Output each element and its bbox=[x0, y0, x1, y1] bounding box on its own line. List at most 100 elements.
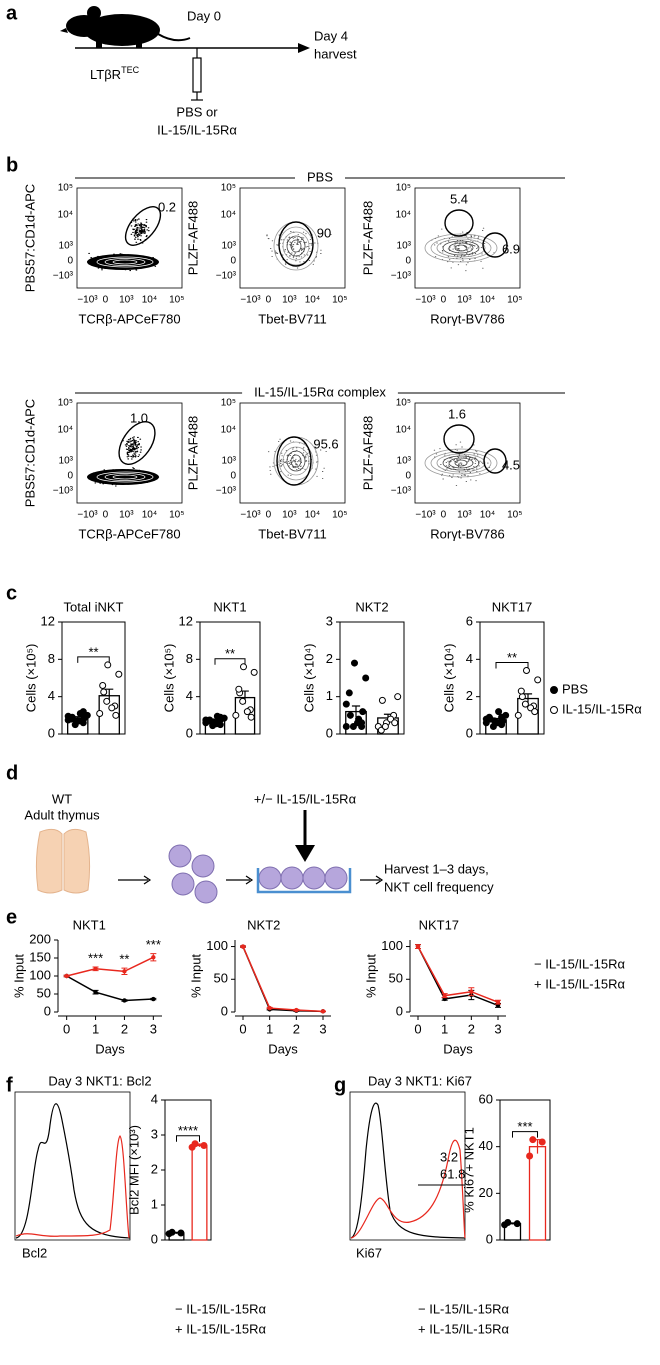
y-tick-label: 0 bbox=[486, 1231, 493, 1246]
x-tick-label: 1 bbox=[441, 1021, 448, 1036]
y-tick-label: 10³ bbox=[222, 456, 237, 467]
source: WT bbox=[52, 791, 72, 806]
y-tick-label: 0 bbox=[326, 725, 333, 740]
data-point bbox=[482, 715, 490, 723]
series-line bbox=[66, 956, 154, 977]
data-point bbox=[240, 944, 246, 949]
data-point bbox=[99, 681, 107, 689]
contour bbox=[273, 221, 319, 271]
x-axis-label: Bcl2 bbox=[22, 1245, 47, 1260]
readout: NKT cell frequency bbox=[384, 879, 494, 894]
legend-label: − IL-15/IL-15Rα bbox=[175, 1301, 266, 1316]
plot-frame bbox=[199, 621, 261, 735]
legend-label: + IL-15/IL-15Rα bbox=[418, 1321, 509, 1336]
data-point bbox=[504, 1219, 512, 1226]
contour bbox=[286, 235, 306, 257]
y-tick-label: 20 bbox=[479, 1185, 493, 1200]
contour bbox=[112, 474, 138, 480]
x-tick-label: 10³ bbox=[282, 510, 297, 521]
significance: ** bbox=[119, 952, 129, 967]
y-tick-label: 2 bbox=[466, 688, 473, 703]
panel-label: c bbox=[6, 582, 17, 604]
error-bar bbox=[351, 705, 361, 718]
y-tick-label: 50 bbox=[37, 985, 51, 1000]
contour bbox=[282, 231, 310, 261]
gate-value: 6.9 bbox=[502, 241, 520, 256]
x-tick-label: −10³ bbox=[415, 295, 436, 306]
data-point bbox=[191, 1140, 199, 1148]
row-header: PBS bbox=[307, 169, 333, 184]
plot-frame bbox=[239, 187, 346, 289]
data-point bbox=[122, 969, 127, 974]
data-point bbox=[79, 708, 87, 716]
y-axis-label: % Ki67+ NKT1 bbox=[461, 1127, 476, 1213]
data-point bbox=[64, 712, 72, 720]
contour bbox=[278, 441, 314, 481]
data-point bbox=[168, 1228, 176, 1236]
contour bbox=[112, 259, 138, 265]
contour bbox=[442, 455, 480, 471]
gate-value: 90 bbox=[317, 225, 331, 240]
y-axis-label: Cells (×10⁴) bbox=[441, 644, 456, 713]
gate bbox=[278, 221, 314, 267]
panel-label: a bbox=[6, 2, 18, 24]
dots bbox=[433, 441, 491, 486]
y-tick-label: 0 bbox=[405, 256, 411, 267]
significance-bracket bbox=[495, 662, 529, 669]
arrow-head bbox=[298, 43, 310, 53]
x-tick-label: 10³ bbox=[282, 295, 297, 306]
data-point bbox=[394, 693, 402, 701]
y-tick-label: 100 bbox=[381, 938, 403, 953]
y-tick-label: 10⁴ bbox=[58, 210, 73, 221]
plot-frame bbox=[76, 187, 183, 289]
data-point bbox=[351, 659, 358, 667]
y-tick-label: 4 bbox=[186, 688, 193, 703]
data-point bbox=[112, 711, 120, 719]
y-axis-label: Cells (×10⁵) bbox=[23, 644, 38, 713]
y-tick-label: −10³ bbox=[53, 486, 74, 497]
histogram bbox=[15, 1103, 131, 1239]
histogram bbox=[15, 1135, 130, 1239]
legend-label: PBS bbox=[562, 681, 588, 696]
data-point bbox=[538, 1138, 546, 1146]
data-point bbox=[514, 711, 522, 719]
data-point bbox=[495, 708, 503, 716]
data-point bbox=[75, 717, 83, 725]
y-tick-label: 0 bbox=[48, 725, 55, 740]
y-axis-label: PBS57:CD1d-APC bbox=[22, 184, 37, 292]
gate bbox=[444, 209, 474, 237]
y-tick-label: 3 bbox=[151, 1126, 158, 1141]
x-axis-label: Tbet-BV711 bbox=[258, 311, 326, 326]
data-point bbox=[523, 667, 530, 675]
x-tick-label: 10⁵ bbox=[332, 295, 347, 306]
y-tick-label: 0 bbox=[230, 471, 236, 482]
dots bbox=[430, 227, 495, 272]
data-point bbox=[202, 716, 210, 724]
data-point bbox=[534, 676, 542, 684]
data-point bbox=[200, 1142, 208, 1149]
y-axis-label: % Input bbox=[363, 954, 378, 998]
significance: ** bbox=[88, 644, 98, 659]
x-tick-label: 0 bbox=[266, 510, 272, 521]
contour bbox=[104, 473, 146, 481]
y-tick-label: 100 bbox=[29, 967, 51, 982]
contour bbox=[424, 448, 498, 478]
legend-marker bbox=[550, 686, 558, 694]
x-axis-label: Tbet-BV711 bbox=[258, 526, 326, 541]
strain-sup: TEC bbox=[121, 65, 140, 75]
row-header: IL-15/IL-15Rα complex bbox=[254, 384, 386, 399]
data-point bbox=[250, 668, 258, 676]
panel-label: f bbox=[6, 1074, 13, 1096]
contour bbox=[454, 459, 468, 467]
y-axis-label: PLZF-AF488 bbox=[185, 201, 200, 275]
y-tick-label: 10⁵ bbox=[58, 398, 73, 409]
y-tick-label: 0 bbox=[44, 1003, 51, 1018]
contour bbox=[290, 239, 302, 253]
y-tick-label: −10³ bbox=[391, 271, 412, 282]
gate-value: 1.6 bbox=[448, 406, 466, 421]
y-axis-label: PBS57:CD1d-APC bbox=[22, 399, 37, 507]
data-point bbox=[495, 999, 501, 1005]
x-tick-label: 10⁴ bbox=[305, 295, 320, 306]
strain: LTβR bbox=[90, 67, 121, 82]
